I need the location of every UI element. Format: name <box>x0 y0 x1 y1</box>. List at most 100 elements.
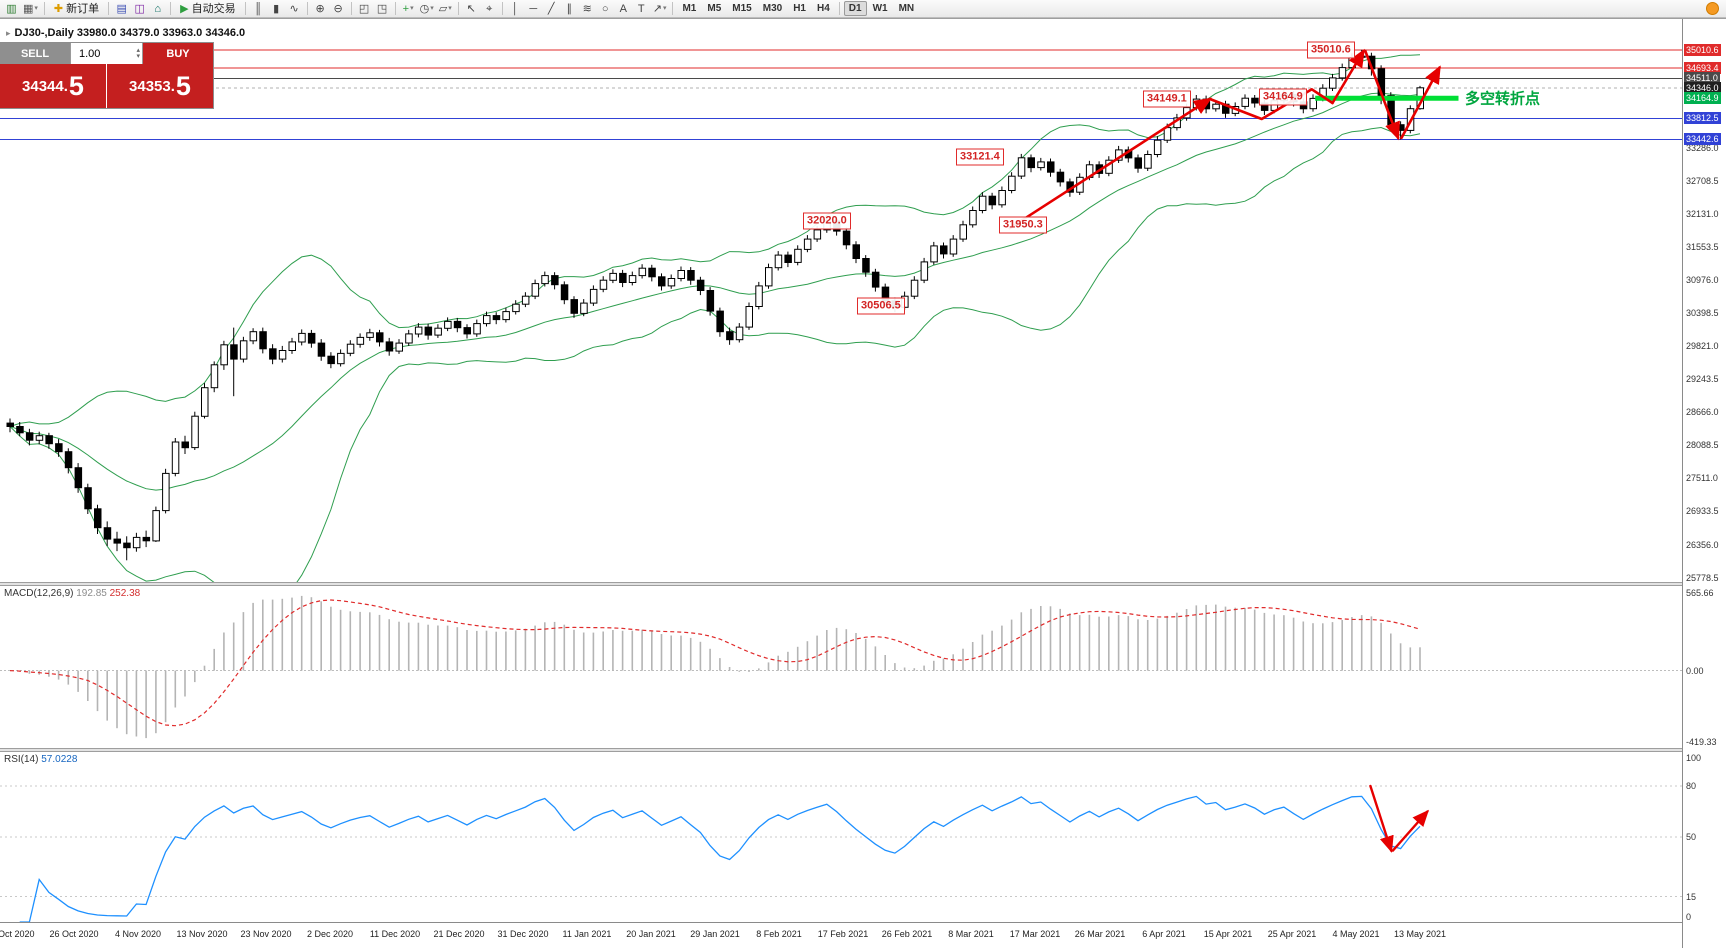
volume-up-icon[interactable]: ▴ <box>136 46 140 54</box>
one-click-collapse-icon[interactable]: ▸ <box>6 27 11 38</box>
price-tick-label: 0 <box>1686 912 1692 922</box>
symbol-ohlc-text: DJ30-,Daily 33980.0 34379.0 33963.0 3434… <box>14 27 246 39</box>
toolbar-separator <box>672 2 674 15</box>
macd-pane-separator[interactable] <box>0 582 1726 586</box>
date-tick-label: 26 Mar 2021 <box>1074 929 1126 939</box>
date-tick-label: 11 Jan 2021 <box>562 929 612 939</box>
zoom-in-button[interactable]: ⊕ <box>312 1 329 17</box>
profiles-button[interactable]: ▦ ▾ <box>21 1 40 17</box>
chevron-down-icon: ▾ <box>662 4 667 12</box>
account-status-icon[interactable] <box>1706 2 1719 15</box>
price-pip-digit: 5 <box>68 70 84 101</box>
volume-down-icon[interactable]: ▾ <box>136 52 140 60</box>
price-marker-label: 34164.9 <box>1684 92 1721 104</box>
date-tick-label: 8 Mar 2021 <box>948 929 994 939</box>
zoom-in-icon: ⊕ <box>315 2 325 15</box>
rsi-line <box>19 795 1421 922</box>
timeframe-w1-button[interactable]: W1 <box>868 1 893 16</box>
bar-chart-button[interactable]: ║ <box>250 1 267 17</box>
tile-windows-button[interactable]: ◰ <box>356 1 373 17</box>
rsi-arrow <box>1391 809 1429 852</box>
channel-icon: ∥ <box>566 2 572 15</box>
price-scale[interactable]: 33286.0 32708.5 32131.0 31553.5 30976.0 30398… <box>1682 19 1726 948</box>
price-tick-label: 33286.0 <box>1686 143 1719 153</box>
buy-button[interactable]: BUY <box>143 43 213 64</box>
shapes-button[interactable]: ○ <box>597 1 614 17</box>
horizontal-line-button[interactable]: ─ <box>525 1 542 17</box>
date-tick-label: 2 Dec 2020 <box>306 929 354 939</box>
zoom-out-button[interactable]: ⊖ <box>330 1 347 17</box>
navigator-button[interactable]: ⌂ <box>149 1 166 17</box>
channel-button[interactable]: ∥ <box>561 1 578 17</box>
autotrading-button[interactable]: ▶ 自动交易 <box>175 1 240 17</box>
main-chart-canvas[interactable] <box>0 19 1682 582</box>
timeframe-mn-button[interactable]: MN <box>894 1 920 16</box>
price-marker-label: 34511.0 <box>1684 72 1720 84</box>
price-main-digits: 34353. <box>129 77 175 95</box>
trend-arrow <box>1331 48 1365 105</box>
chart-window: 35010.6 34149.1 34164.9 33121.4 32020.0 31950… <box>0 18 1726 948</box>
volume-input[interactable] <box>71 43 142 64</box>
toolbar-separator <box>43 2 45 15</box>
volume-field: ▴ ▾ <box>70 43 143 64</box>
indicators-button[interactable]: + ▾ <box>400 1 417 17</box>
new-order-button-label: 新订单 <box>66 2 100 15</box>
chevron-down-icon: ▾ <box>448 4 452 12</box>
vertical-line-button[interactable]: │ <box>507 1 524 17</box>
timeframe-h1-button[interactable]: H1 <box>788 1 811 16</box>
time-scale[interactable]: 15 Oct 2020 26 Oct 2020 4 Nov 2020 13 Nov 2… <box>0 922 1682 948</box>
date-tick-label: 29 Jan 2021 <box>690 929 740 939</box>
trendline-button[interactable]: ╱ <box>543 1 560 17</box>
timeframe-h4-button[interactable]: H4 <box>812 1 835 16</box>
timeframe-d1-button[interactable]: D1 <box>843 1 867 16</box>
new-chart-button[interactable]: ▥ <box>3 1 20 17</box>
toolbar-separator <box>170 2 172 15</box>
date-tick-label: 4 May 2021 <box>1332 929 1380 939</box>
price-divider <box>106 64 107 108</box>
periods-button[interactable]: ◷ ▾ <box>418 1 436 17</box>
market-watch-button[interactable]: ▤ <box>113 1 130 17</box>
timeframe-m1-button[interactable]: M1 <box>677 1 701 16</box>
sell-button[interactable]: SELL <box>0 43 70 64</box>
price-tick-label: 565.66 <box>1686 588 1714 598</box>
cursor-button[interactable]: ↖ <box>463 1 480 17</box>
volume-stepper[interactable]: ▴ ▾ <box>136 43 140 64</box>
new-order-button[interactable]: ✚ 新订单 <box>49 1 104 17</box>
timeframe-m30-button[interactable]: M30 <box>758 1 787 16</box>
shapes-icon: ○ <box>601 2 609 15</box>
price-marker-label: 35010.6 <box>1684 44 1721 56</box>
rsi-canvas[interactable] <box>0 752 1682 922</box>
cascade-windows-button[interactable]: ◳ <box>374 1 391 17</box>
arrows-button[interactable]: ↗ ▾ <box>651 1 669 17</box>
fibonacci-button[interactable]: ≋ <box>579 1 596 17</box>
sell-price-button[interactable]: 34344. 5 <box>0 64 106 108</box>
price-tick-label: 25778.5 <box>1686 573 1719 583</box>
cursor-icon: ↖ <box>466 2 476 15</box>
price-tick-label: 30976.0 <box>1686 275 1719 285</box>
candlestick-chart-button[interactable]: ▮ <box>268 1 285 17</box>
date-tick-label: 13 Nov 2020 <box>176 929 228 939</box>
line-chart-icon: ∿ <box>289 2 299 15</box>
timeframe-m5-button[interactable]: M5 <box>702 1 726 16</box>
date-tick-label: 8 Feb 2021 <box>756 929 802 939</box>
rsi-name: RSI(14) <box>4 754 39 765</box>
one-click-trading-panel: SELL ▴ ▾ BUY 34344.5 34353.5 <box>0 43 213 108</box>
zoom-out-icon: ⊖ <box>333 2 343 15</box>
crosshair-button[interactable]: ⌖ <box>481 1 498 17</box>
profiles-icon: ▦ <box>23 2 34 15</box>
trendline-icon: ╱ <box>547 2 555 15</box>
macd-header: MACD(12,26,9) 192.85 252.38 <box>4 588 140 599</box>
text-icon: A <box>619 2 627 15</box>
macd-canvas[interactable] <box>0 586 1682 748</box>
rsi-pane-separator[interactable] <box>0 748 1726 752</box>
navigator-icon: ⌂ <box>154 2 161 15</box>
text-button[interactable]: A <box>615 1 632 17</box>
trend-arrow <box>1008 97 1213 230</box>
line-chart-button[interactable]: ∿ <box>286 1 303 17</box>
buy-price-button[interactable]: 34353. 5 <box>107 64 213 108</box>
timeframe-m15-button[interactable]: M15 <box>727 1 756 16</box>
templates-button[interactable]: ▱ ▾ <box>437 1 454 17</box>
data-window-button[interactable]: ◫ <box>131 1 148 17</box>
label-button[interactable]: T <box>633 1 650 17</box>
crosshair-icon: ⌖ <box>486 2 493 15</box>
